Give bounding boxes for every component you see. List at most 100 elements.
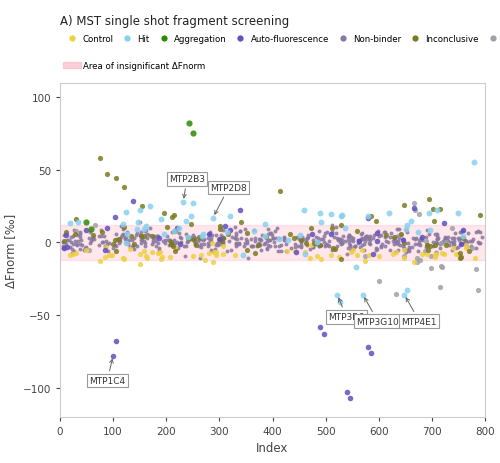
Point: [327, 231, 335, 238]
Point: [434, 239, 442, 247]
Point: [118, 231, 126, 238]
Point: [286, 231, 294, 238]
Point: [466, 247, 473, 255]
Point: [464, 230, 471, 238]
Point: [183, 239, 191, 247]
Point: [394, 232, 402, 240]
Point: [400, 245, 408, 252]
Point: [140, 226, 148, 233]
Point: [154, 250, 162, 257]
Point: [236, 228, 244, 236]
Point: [360, 258, 368, 265]
Point: [112, 338, 120, 345]
Point: [344, 234, 352, 242]
Point: [332, 224, 340, 232]
Point: [138, 237, 146, 244]
Point: [232, 243, 239, 250]
Point: [207, 247, 215, 254]
Point: [392, 290, 400, 298]
Point: [112, 242, 120, 249]
Point: [154, 233, 162, 241]
Point: [76, 233, 84, 241]
Point: [196, 236, 203, 243]
Point: [59, 243, 67, 250]
Point: [357, 236, 365, 244]
Point: [96, 232, 104, 240]
Point: [154, 232, 162, 240]
Point: [325, 238, 333, 245]
Point: [436, 263, 444, 270]
Point: [336, 299, 344, 306]
Point: [406, 247, 413, 255]
Point: [138, 233, 145, 240]
Point: [182, 243, 190, 250]
Point: [442, 239, 450, 246]
Point: [164, 232, 172, 240]
Point: [344, 245, 352, 252]
Point: [400, 253, 408, 261]
Point: [374, 228, 382, 235]
Point: [69, 233, 77, 241]
Point: [356, 244, 364, 251]
Point: [62, 228, 70, 236]
Point: [438, 249, 446, 257]
Point: [320, 331, 328, 338]
Point: [415, 239, 423, 247]
Point: [190, 234, 198, 242]
Text: MTP3B6: MTP3B6: [328, 299, 364, 322]
Point: [152, 232, 160, 240]
Point: [398, 237, 406, 244]
Point: [162, 237, 170, 244]
Point: [459, 233, 467, 240]
Point: [171, 244, 179, 251]
Point: [236, 241, 244, 248]
Point: [297, 243, 305, 250]
Point: [394, 225, 402, 233]
Point: [293, 234, 301, 242]
Point: [76, 229, 84, 237]
Point: [403, 247, 411, 254]
Point: [470, 159, 478, 167]
Point: [198, 241, 205, 248]
Point: [99, 239, 107, 246]
Point: [70, 227, 78, 234]
Point: [268, 235, 276, 243]
Point: [76, 241, 84, 249]
Point: [358, 235, 366, 242]
Point: [209, 214, 217, 222]
Point: [462, 242, 470, 249]
Point: [441, 235, 449, 243]
Point: [87, 226, 95, 233]
Point: [205, 250, 213, 257]
Point: [460, 239, 468, 247]
Point: [394, 238, 402, 245]
Point: [346, 394, 354, 401]
Point: [164, 237, 172, 244]
Point: [390, 238, 398, 245]
Point: [360, 252, 368, 260]
Point: [338, 239, 346, 247]
Point: [232, 235, 239, 242]
Point: [189, 200, 197, 207]
Point: [412, 255, 420, 262]
Point: [197, 252, 205, 259]
Point: [189, 232, 197, 240]
Point: [86, 229, 94, 237]
Point: [474, 228, 482, 236]
Point: [456, 229, 464, 236]
Point: [146, 203, 154, 210]
Point: [208, 258, 216, 266]
Point: [136, 232, 144, 239]
Point: [171, 247, 179, 255]
Point: [370, 232, 378, 239]
Point: [69, 250, 77, 258]
Point: [462, 237, 469, 244]
Point: [261, 239, 269, 247]
Point: [308, 231, 316, 238]
Point: [150, 235, 158, 243]
Point: [156, 249, 164, 257]
Point: [232, 241, 240, 248]
Point: [218, 240, 226, 248]
Point: [372, 217, 380, 225]
Point: [152, 238, 160, 245]
